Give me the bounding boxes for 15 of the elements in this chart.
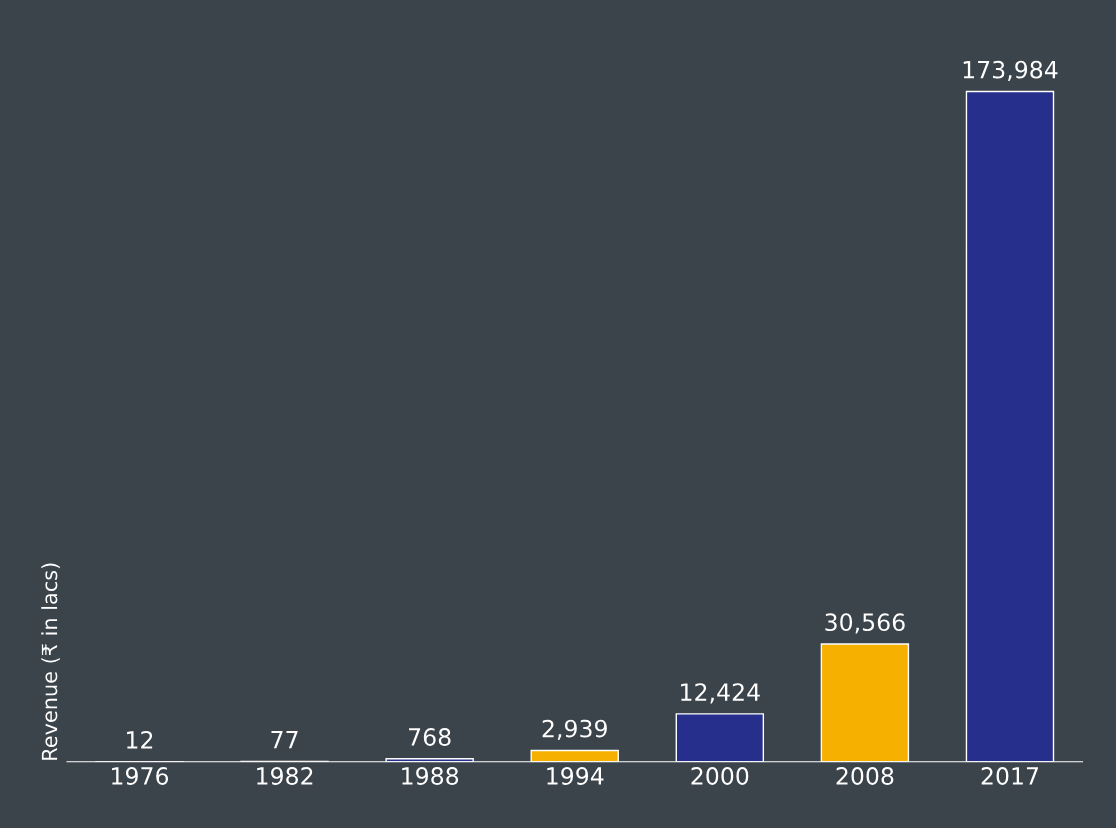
data-label: 30,566 <box>825 613 905 634</box>
x-tick-label: 1994 <box>547 767 604 785</box>
x-tick-label: 1982 <box>257 767 313 785</box>
data-label: 173,984 <box>963 60 1058 81</box>
data-label: 12 <box>127 730 153 749</box>
x-tick-label: 1988 <box>402 767 459 785</box>
x-tick-label: 2000 <box>691 767 749 785</box>
x-tick-label: 2017 <box>981 767 1039 785</box>
x-tick-label: 1976 <box>112 767 169 785</box>
x-tick-label: 2008 <box>836 767 894 785</box>
data-label: 768 <box>409 728 451 746</box>
data-label: 77 <box>271 731 298 749</box>
data-label: 2,939 <box>542 719 607 740</box>
data-label: 12,424 <box>681 683 760 704</box>
y-axis-title: Revenue (₹ in lacs) <box>41 563 60 760</box>
